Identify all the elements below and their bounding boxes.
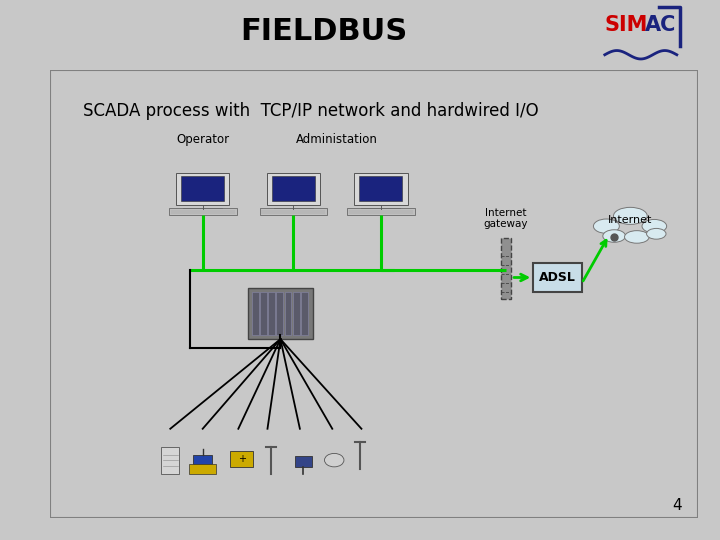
Bar xyxy=(259,208,328,215)
Text: FIELDBUS: FIELDBUS xyxy=(240,17,408,46)
Bar xyxy=(189,464,216,474)
Bar xyxy=(260,292,267,335)
Bar xyxy=(361,208,400,211)
Ellipse shape xyxy=(642,219,667,233)
Text: +: + xyxy=(238,454,246,464)
Bar xyxy=(181,177,224,201)
Bar xyxy=(272,177,315,201)
Bar xyxy=(354,173,408,205)
Bar xyxy=(274,208,313,211)
Text: Administation: Administation xyxy=(296,133,378,146)
Bar xyxy=(248,288,313,339)
Text: SIM: SIM xyxy=(605,15,648,35)
Bar xyxy=(252,292,259,335)
Text: Internet: Internet xyxy=(608,215,652,225)
Bar xyxy=(230,451,253,467)
Bar xyxy=(193,455,212,464)
Bar xyxy=(266,173,320,205)
Text: ADSL: ADSL xyxy=(539,271,576,284)
Text: 4: 4 xyxy=(672,498,682,513)
Bar xyxy=(294,456,312,467)
Bar xyxy=(183,208,222,211)
Ellipse shape xyxy=(624,231,649,243)
Bar xyxy=(347,208,415,215)
Bar xyxy=(292,292,300,335)
Bar xyxy=(176,173,230,205)
Bar xyxy=(301,292,307,335)
Ellipse shape xyxy=(603,230,626,242)
Ellipse shape xyxy=(647,228,666,239)
Text: Operator: Operator xyxy=(176,133,229,146)
Bar xyxy=(284,292,292,335)
Ellipse shape xyxy=(325,454,344,467)
Text: AC: AC xyxy=(644,15,676,35)
Bar xyxy=(359,177,402,201)
Bar xyxy=(161,447,179,474)
Text: SCADA process with  TCP/IP network and hardwired I/O: SCADA process with TCP/IP network and ha… xyxy=(83,102,539,119)
Bar xyxy=(501,238,511,299)
Bar xyxy=(269,292,275,335)
Ellipse shape xyxy=(593,219,619,233)
Bar xyxy=(533,263,582,292)
Text: Internet
gateway: Internet gateway xyxy=(484,208,528,230)
Bar xyxy=(276,292,283,335)
Ellipse shape xyxy=(613,207,647,225)
Bar xyxy=(168,208,237,215)
